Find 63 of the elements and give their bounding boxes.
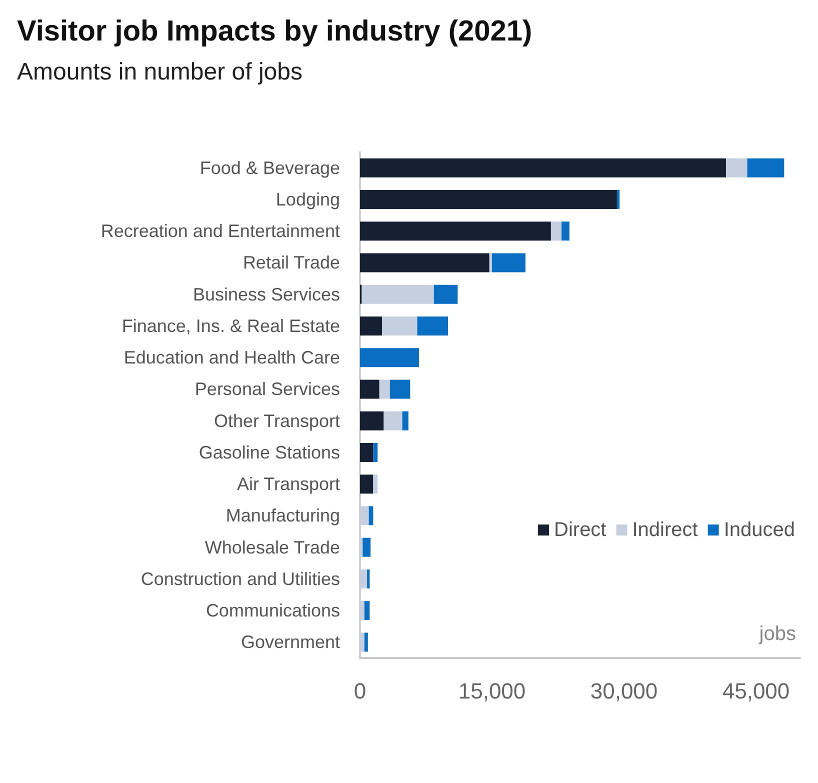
bar xyxy=(364,601,370,620)
y-tick-label: Communications xyxy=(206,600,340,621)
bar xyxy=(360,538,363,557)
bar xyxy=(362,284,434,304)
x-tick-label: 45,000 xyxy=(722,678,790,704)
x-tick-label: 30,000 xyxy=(590,678,658,704)
bar xyxy=(616,190,620,209)
bar xyxy=(368,506,374,526)
y-tick-label: Manufacturing xyxy=(226,506,340,526)
bar xyxy=(362,538,371,557)
legend-label: Direct xyxy=(554,519,607,541)
bar xyxy=(360,442,374,462)
x-axis-title: jobs xyxy=(758,623,796,645)
bar xyxy=(373,474,378,494)
y-tick-label: Retail Trade xyxy=(242,252,340,273)
bar xyxy=(417,316,448,336)
bar xyxy=(402,411,408,430)
text: Amounts in number of jobs xyxy=(17,58,302,86)
bar xyxy=(360,411,384,430)
bar xyxy=(360,190,617,209)
bar xyxy=(489,253,492,272)
bar xyxy=(390,380,410,399)
bar xyxy=(360,380,380,399)
y-tick-label: Government xyxy=(240,632,340,652)
y-tick-label: Lodging xyxy=(276,189,340,210)
y-tick-label: Other Transport xyxy=(214,410,340,431)
x-tick-label: 0 xyxy=(354,678,366,704)
y-tick-label: Education and Health Care xyxy=(124,348,340,368)
legend-label: Indirect xyxy=(632,519,698,541)
chart-title: Visitor job Impacts by industry (2021) xyxy=(17,16,532,48)
y-tick-label: Personal Services xyxy=(194,379,340,400)
bar xyxy=(562,222,570,241)
bar xyxy=(367,569,370,588)
bar xyxy=(726,158,748,178)
y-tick-label: Gasoline Stations xyxy=(198,442,340,462)
bar xyxy=(360,474,374,494)
bar xyxy=(382,316,418,336)
legend-label: Induced xyxy=(724,519,795,541)
bar xyxy=(434,284,458,304)
y-tick-label: Air Transport xyxy=(236,474,340,494)
y-tick-label: Wholesale Trade xyxy=(204,537,340,558)
bar xyxy=(360,222,551,241)
bar xyxy=(360,158,726,178)
bar xyxy=(360,348,419,368)
bar xyxy=(747,158,784,178)
bar xyxy=(360,601,364,620)
bar xyxy=(360,506,369,526)
bar xyxy=(550,222,562,241)
bar xyxy=(364,632,368,652)
y-tick-label: Business Services xyxy=(192,284,340,304)
bar xyxy=(360,253,490,272)
bar xyxy=(360,632,364,652)
y-tick-label: Food & Beverage xyxy=(200,158,340,178)
bar xyxy=(360,316,382,336)
y-tick-label: Construction and Utilities xyxy=(140,568,340,589)
x-tick-label: 15,000 xyxy=(458,678,526,704)
bar xyxy=(373,442,378,462)
bar xyxy=(384,411,402,430)
bar xyxy=(492,253,526,272)
bar xyxy=(360,569,368,588)
y-tick-label: Finance, Ins. & Real Estate xyxy=(122,316,340,336)
bar xyxy=(379,380,390,399)
y-tick-label: Recreation and Entertainment xyxy=(100,221,340,242)
